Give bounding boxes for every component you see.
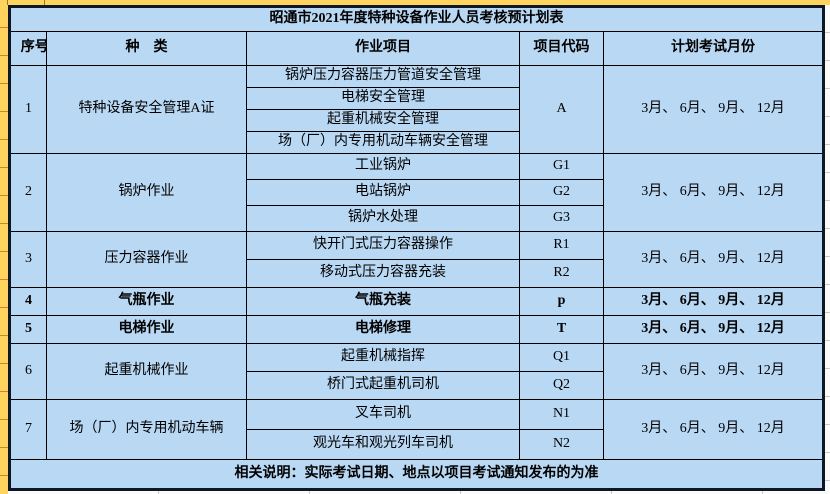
months-cell: 3月、 6月、 9月、 12月 (602, 343, 825, 400)
category-cell: 起重机械作业 (46, 343, 247, 400)
code-cell: p (519, 287, 604, 316)
project-cell: 工业锅炉 (246, 153, 520, 180)
code-cell: R2 (519, 259, 604, 288)
category-cell: 电梯作业 (46, 315, 247, 344)
category-cell: 锅炉作业 (46, 153, 247, 232)
project-cell: 起重机械指挥 (246, 343, 520, 372)
table-row: 5 电梯作业 电梯修理 T 3月、 6月、 9月、 12月 (9, 315, 825, 344)
table-footer-note: 相关说明：实际考试日期、地点以项目考试通知发布的为准 (8, 459, 825, 490)
page-title: 昭通市2021年度特种设备作业人员考核预计划表 (8, 6, 825, 32)
grid-margin-left (0, 0, 8, 494)
row-index-cell: 3 (9, 231, 47, 288)
code-cell: N2 (519, 429, 604, 460)
code-cell: G1 (519, 153, 604, 180)
table-row: 桥门式起重机司机 Q2 (10, 371, 824, 400)
plan-table: 昭通市2021年度特种设备作业人员考核预计划表 序号 种 类 作业项目 项目代码… (8, 5, 826, 491)
row-index-cell: 2 (9, 153, 47, 232)
project-cell: 电梯安全管理 (246, 87, 520, 110)
table-row: 2 锅炉作业 工业锅炉 G1 3月、 6月、 9月、 12月 (9, 153, 825, 232)
months-cell: 3月、 6月、 9月、 12月 (602, 315, 825, 344)
col-header-index: 序号 (9, 31, 47, 66)
project-cell: 桥门式起重机司机 (246, 371, 520, 400)
table-row: 移动式压力容器充装 R2 (10, 259, 824, 288)
table-row: 4 气瓶作业 气瓶充装 p 3月、 6月、 9月、 12月 (9, 287, 825, 316)
row-index-cell: 7 (9, 399, 47, 460)
code-cell: R1 (519, 231, 604, 260)
grid-margin-right (822, 5, 830, 494)
code-cell: G3 (519, 205, 604, 232)
row-index-cell: 5 (9, 315, 47, 344)
row-index-cell: 1 (9, 65, 47, 154)
col-header-index-label: 序号 (20, 40, 47, 56)
title-row: 昭通市2021年度特种设备作业人员考核预计划表 (8, 6, 825, 32)
grid-margin-top (0, 0, 830, 5)
project-cell: 锅炉水处理 (246, 205, 520, 232)
months-cell: 3月、 6月、 9月、 12月 (602, 399, 825, 460)
col-header-category: 种 类 (46, 31, 247, 66)
code-cell: G2 (519, 179, 604, 206)
table-row: 观光车和观光列车司机 N2 (10, 429, 824, 460)
project-cell: 电站锅炉 (246, 179, 520, 206)
category-cell: 压力容器作业 (46, 231, 247, 288)
table-row: 3 压力容器作业 快开门式压力容器操作 R1 3月、 6月、 9月、 12月 (9, 231, 825, 288)
code-cell: A (519, 65, 604, 154)
col-header-months: 计划考试月份 (602, 31, 825, 66)
table-body: 1 特种设备安全管理A证 锅炉压力容器压力管道安全管理 A 3月、 6月、 9月、 12… (9, 65, 825, 460)
project-cell: 电梯修理 (246, 315, 520, 344)
project-cell: 场（厂）内专用机动车辆安全管理 (246, 131, 520, 154)
project-cell: 快开门式压力容器操作 (246, 231, 520, 260)
table-row: 1 特种设备安全管理A证 锅炉压力容器压力管道安全管理 A 3月、 6月、 9月、 12… (9, 65, 825, 154)
code-cell: N1 (519, 399, 604, 430)
category-cell: 气瓶作业 (46, 287, 247, 316)
table-row: 起重机械安全管理 (10, 109, 824, 132)
table-row: 锅炉水处理 G3 (10, 205, 824, 232)
table-row: 电站锅炉 G2 (10, 179, 824, 206)
project-cell: 观光车和观光列车司机 (246, 429, 520, 460)
table-row: 6 起重机械作业 起重机械指挥 Q1 3月、 6月、 9月、 12月 (9, 343, 825, 400)
project-cell: 气瓶充装 (246, 287, 520, 316)
category-cell: 特种设备安全管理A证 (46, 65, 247, 154)
table-row: 场（厂）内专用机动车辆安全管理 (10, 131, 824, 154)
project-cell: 移动式压力容器充装 (246, 259, 520, 288)
code-cell: T (519, 315, 604, 344)
project-cell: 锅炉压力容器压力管道安全管理 (246, 65, 520, 88)
footer-row: 相关说明：实际考试日期、地点以项目考试通知发布的为准 (8, 459, 825, 490)
project-cell: 起重机械安全管理 (246, 109, 520, 132)
months-cell: 3月、 6月、 9月、 12月 (602, 153, 825, 232)
col-header-code: 项目代码 (519, 31, 604, 66)
col-header-project: 作业项目 (246, 31, 520, 66)
months-cell: 3月、 6月、 9月、 12月 (602, 287, 825, 316)
months-cell: 3月、 6月、 9月、 12月 (602, 65, 825, 154)
code-cell: Q1 (519, 343, 604, 372)
row-index-cell: 6 (9, 343, 47, 400)
code-cell: Q2 (519, 371, 604, 400)
project-cell: 叉车司机 (246, 399, 520, 430)
months-cell: 3月、 6月、 9月、 12月 (602, 231, 825, 288)
row-index-cell: 4 (9, 287, 47, 316)
header-row: 序号 种 类 作业项目 项目代码 计划考试月份 (9, 31, 825, 66)
category-cell: 场（厂）内专用机动车辆 (46, 399, 247, 460)
table-row: 7 场（厂）内专用机动车辆 叉车司机 N1 3月、 6月、 9月、 12月 (9, 399, 825, 460)
